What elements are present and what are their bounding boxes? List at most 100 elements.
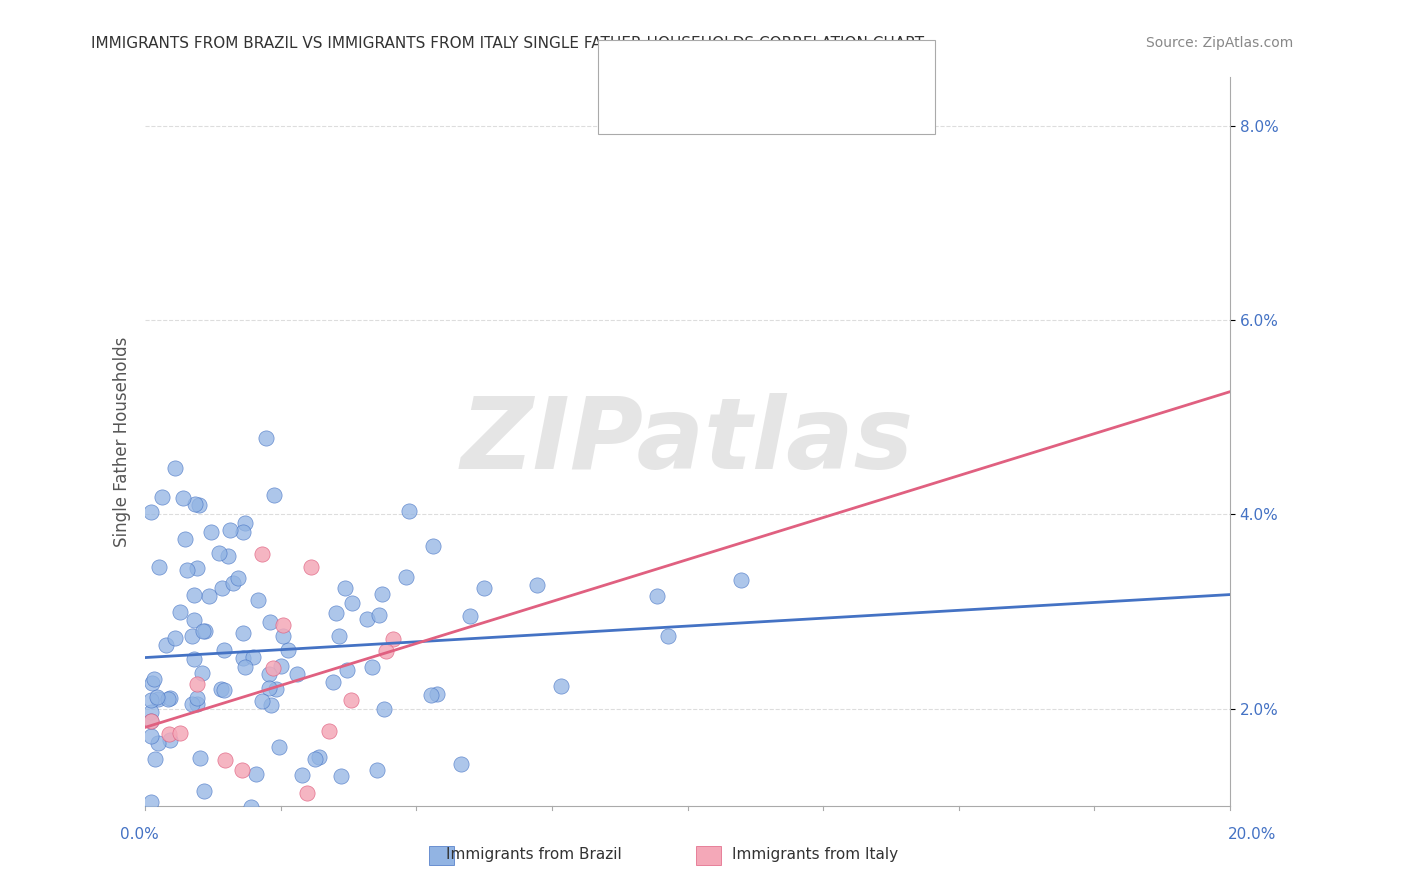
Point [207,546,229,560]
Point [143,752,166,766]
Point [150,490,173,504]
Point [381,632,404,646]
Point [245,767,267,781]
Point [263,488,285,502]
Point [260,698,283,713]
Point [159,690,181,705]
Point [232,524,254,539]
Point [240,800,263,814]
Point [285,666,308,681]
Point [187,499,209,513]
Point [277,643,299,657]
Point [183,497,205,511]
Point [340,596,363,610]
Point [419,688,441,702]
Point [181,697,204,711]
Text: N =: N = [724,60,758,74]
Point [450,757,472,772]
Point [367,607,389,622]
Point [186,677,208,691]
Point [299,559,322,574]
Text: 15: 15 [752,91,773,105]
Point [186,561,208,575]
Point [139,714,162,728]
Point [526,578,548,592]
Point [252,694,274,708]
Point [472,581,495,595]
Point [183,652,205,666]
Point [395,569,418,583]
Point [186,697,208,711]
Point [169,725,191,739]
Point [458,609,481,624]
Text: 0.231: 0.231 [668,60,716,74]
Point [209,681,232,696]
Point [257,666,280,681]
Point [226,571,249,585]
Text: Immigrants from Brazil: Immigrants from Brazil [447,847,621,862]
Point [139,705,162,719]
Point [426,687,449,701]
Point [232,625,254,640]
Text: R =: R = [640,91,673,105]
Point [730,573,752,587]
Point [259,615,281,630]
Point [247,593,270,607]
Point [190,665,212,680]
Point [212,683,235,698]
Point [197,589,219,603]
Point [371,587,394,601]
Point [291,767,314,781]
Point [193,783,215,797]
Point [186,690,208,705]
Text: Source: ZipAtlas.com: Source: ZipAtlas.com [1146,36,1294,50]
Point [308,750,330,764]
Point [200,524,222,539]
Point [231,763,253,777]
Point [375,644,398,658]
Point [139,714,162,729]
Point [181,818,204,832]
Text: N =: N = [724,91,758,105]
Text: 20.0%: 20.0% [1229,827,1277,841]
Point [233,516,256,531]
Point [172,491,194,505]
Point [194,624,217,638]
Point [322,675,344,690]
Point [271,618,294,632]
Point [169,605,191,619]
Point [183,614,205,628]
Point [214,643,236,657]
Point [159,733,181,747]
Point [422,539,444,553]
Point [340,693,363,707]
Point [233,659,256,673]
Point [361,660,384,674]
Point [267,740,290,755]
Point [242,649,264,664]
Point [318,723,340,738]
Point [250,548,273,562]
Point [219,523,242,537]
Point [183,588,205,602]
Point [165,631,187,645]
Point [366,764,388,778]
Point [211,581,233,595]
Point [191,624,214,638]
Text: ZIPatlas: ZIPatlas [461,393,914,490]
Point [155,638,177,652]
Text: 105: 105 [752,60,785,74]
Point [257,681,280,695]
Point [336,663,359,677]
Point [329,769,352,783]
Point [173,532,195,546]
Point [217,549,239,564]
Point [146,691,169,706]
Text: IMMIGRANTS FROM BRAZIL VS IMMIGRANTS FROM ITALY SINGLE FATHER HOUSEHOLDS CORRELA: IMMIGRANTS FROM BRAZIL VS IMMIGRANTS FRO… [91,36,925,51]
Point [356,612,378,626]
Point [335,581,357,595]
Point [238,818,260,832]
Point [188,751,211,765]
Text: 0.482: 0.482 [668,91,716,105]
Point [264,682,287,697]
